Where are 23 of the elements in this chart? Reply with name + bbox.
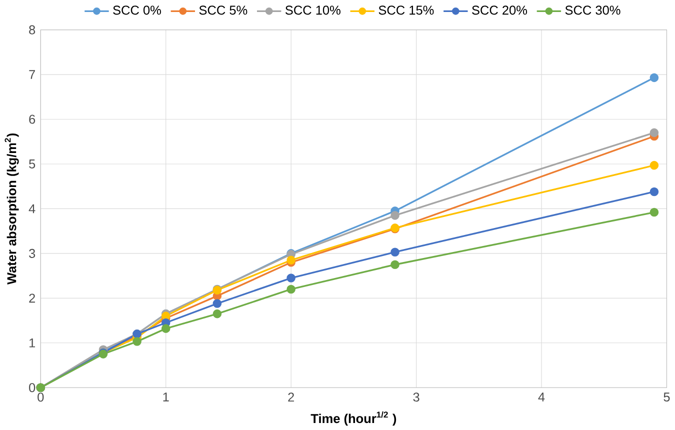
x-tick-label: 4 <box>538 392 545 402</box>
y-tick-label: 7 <box>29 70 35 79</box>
y-tick-label: 8 <box>29 25 36 34</box>
legend-label: SCC 15% <box>378 5 434 15</box>
legend-label: SCC 30% <box>565 5 620 15</box>
y-tick-label: 3 <box>29 248 36 258</box>
legend-label: SCC 5% <box>199 5 248 15</box>
y-tick-label: 0 <box>29 382 36 392</box>
y-tick-label: 6 <box>29 114 36 124</box>
x-tick-label: 3 <box>413 392 420 402</box>
legend-label: SCC 20% <box>472 5 528 15</box>
y-tick-label: 5 <box>29 159 36 168</box>
legend-label: SCC 10% <box>285 5 340 15</box>
x-tick-label: 1 <box>163 392 169 402</box>
x-axis-title: Time (hour$^{1/2}$ ) <box>310 411 396 426</box>
y-tick-label: 4 <box>28 204 36 213</box>
legend-label: SCC 0% <box>113 5 161 15</box>
x-tick-label: 5 <box>664 392 670 402</box>
x-tick-label: 2 <box>288 392 294 402</box>
x-tick-label: 0 <box>38 392 44 402</box>
y-tick-label: 2 <box>29 294 35 302</box>
y-axis-title: Water absorption (kg/m$^{2}$) <box>4 133 19 284</box>
y-tick-label: 1 <box>30 338 35 348</box>
